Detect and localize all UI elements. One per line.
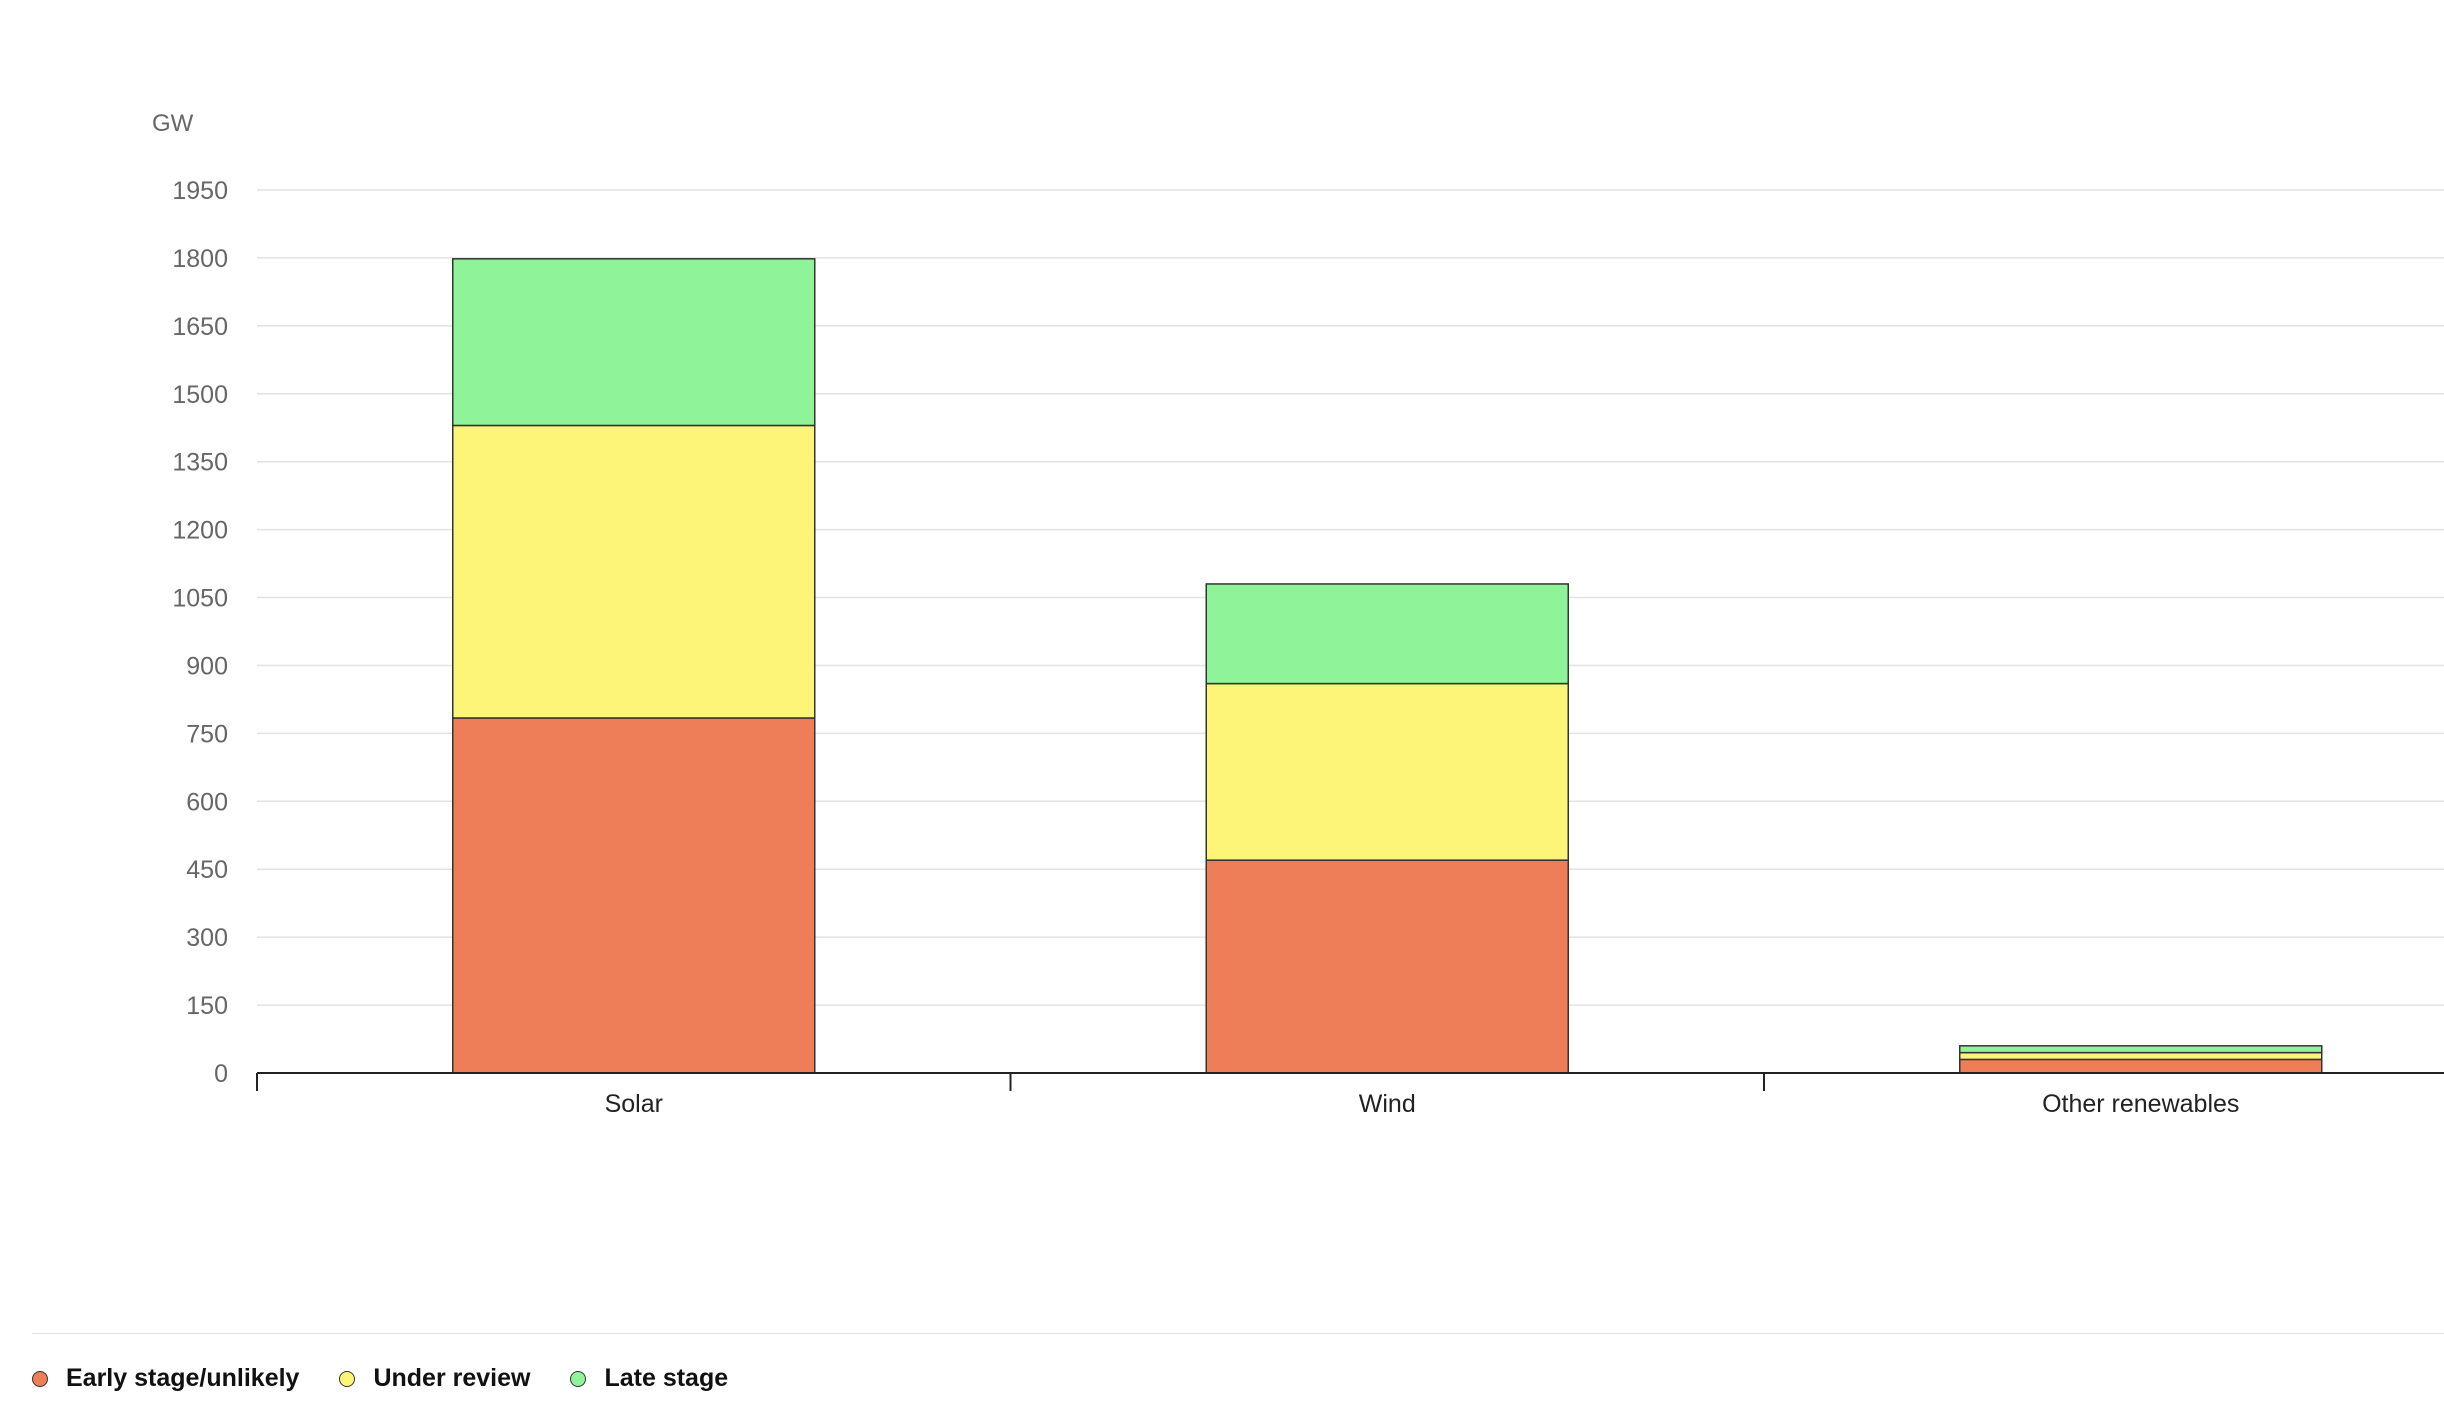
y-tick-label: 600 [186,788,228,816]
y-tick-label: 1500 [172,381,228,409]
y-tick-label: 900 [186,652,228,680]
legend-item: Early stage/unlikely [32,1364,299,1393]
bar-under-review-solar [452,424,816,719]
y-tick-label: 300 [186,924,228,952]
y-tick-label: 1350 [172,449,228,477]
x-category-label: Other renewables [2042,1090,2239,1118]
legend: Early stage/unlikely Under review Late sta… [32,1364,768,1393]
legend-swatch [32,1370,48,1387]
bar-late-stage-wind [1205,583,1569,685]
x-category-label: Wind [1359,1090,1416,1118]
bar-late-stage-solar [452,258,816,427]
y-axis-ticks: 0 150 300 450 600 750 900 1050 1200 1350 1500 1650 1… [172,177,228,1088]
y-tick-label: 1950 [172,177,228,205]
legend-label: Under review [373,1364,531,1392]
y-tick-label: 450 [186,856,228,884]
legend-swatch [570,1370,587,1387]
y-tick-label: 150 [186,992,228,1020]
x-category-label: Solar [605,1090,663,1118]
y-tick-label: 750 [186,720,228,748]
bars [452,258,2323,1074]
bar-under-review-wind [1205,682,1569,861]
legend-label: Early stage/unlikely [66,1364,300,1392]
x-axis: Solar Wind Other renewables [256,1072,2444,1118]
legend-item: Under review [339,1364,530,1393]
bar-early-stage-unlikely-wind [1205,859,1569,1074]
legend-item: Late stage [570,1364,728,1393]
y-tick-label: 1650 [172,313,228,341]
bar-early-stage-unlikely-solar [452,717,816,1074]
legend-divider [32,1333,2444,1334]
y-tick-label: 1800 [172,245,228,273]
bar-early-stage-unlikely-other-renewables [1959,1058,2323,1074]
legend-label: Late stage [604,1364,729,1392]
y-tick-label: 1050 [172,585,228,613]
y-tick-label: 0 [214,1060,228,1088]
y-tick-label: 1200 [172,517,228,545]
y-axis-unit-label: GW [152,110,194,137]
legend-swatch [339,1370,356,1387]
bar-late-stage-other-renewables [1959,1045,2323,1054]
bar-under-review-other-renewables [1959,1051,2323,1061]
